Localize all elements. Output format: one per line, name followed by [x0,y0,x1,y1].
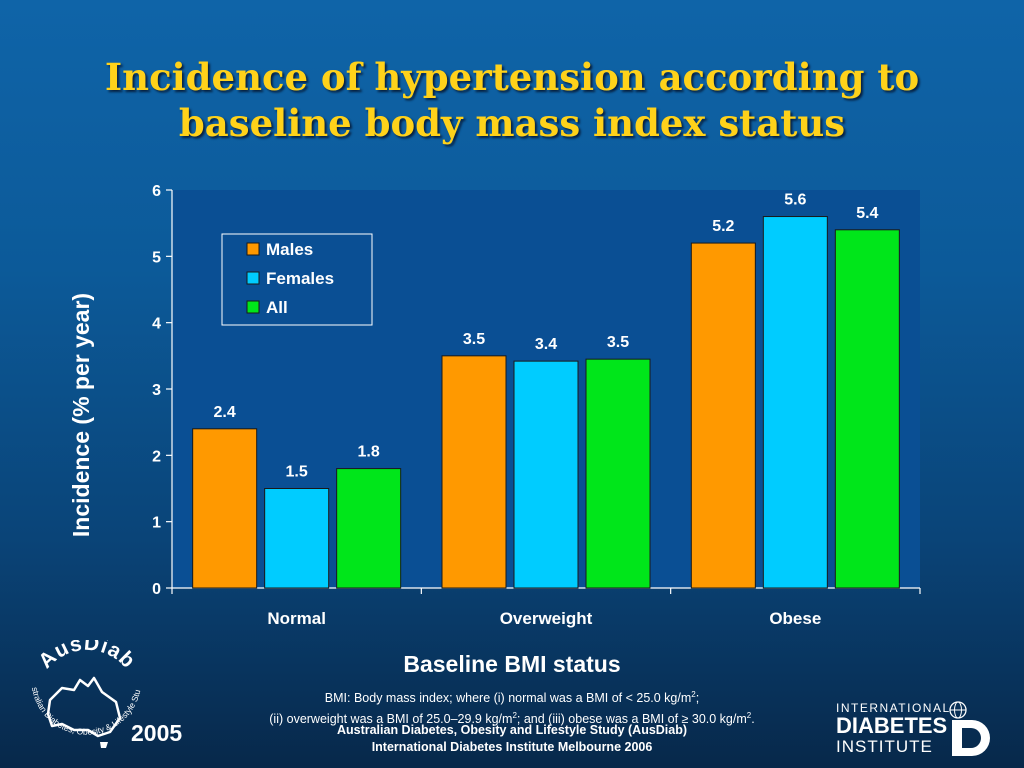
australia-map-icon [46,676,122,738]
tasmania-icon [100,742,108,748]
data-label: 1.8 [358,444,380,461]
idi-line-1: INTERNATIONAL [836,701,951,715]
data-label: 1.5 [286,464,308,481]
svg-text:AusDiab: AusDiab [34,640,140,673]
legend-swatch-all [246,300,260,314]
y-tick-label: 1 [152,515,161,532]
y-tick-label: 0 [152,581,161,598]
globe-icon [949,701,967,719]
data-label: 3.4 [535,336,557,353]
y-tick-label: 2 [152,448,161,465]
y-tick-label: 5 [152,249,161,266]
legend-label-males: Males [266,240,313,259]
ausdiab-year: 2005 [131,720,183,746]
bar-all-normal [336,468,402,589]
footnote-line-1: BMI: Body mass index; where (i) normal w… [324,690,700,706]
legend-swatch-females [246,271,260,285]
bar-all-overweight [585,358,651,589]
idi-logo: INTERNATIONAL DIABETES INSTITUTE [836,701,990,756]
data-label: 3.5 [607,334,629,351]
data-label: 5.4 [856,205,878,222]
bar-females-overweight [513,360,579,589]
category-label: Normal [267,609,326,628]
title-line-1: Incidence of hypertension according to [104,55,920,99]
page-title: Incidence of hypertension according to b… [40,54,984,146]
bar-females-obese [762,216,828,589]
bmi-footnote: BMI: Body mass index; where (i) normal w… [212,686,812,728]
data-label: 2.4 [214,404,236,421]
idi-d-mark-icon [952,720,990,756]
legend-swatch-males [246,242,260,256]
x-axis-label: Baseline BMI status [403,651,621,677]
ausdiab-logo: AusDiab Australian Diabetes, Obesity & L… [22,640,142,748]
legend-label-females: Females [266,269,334,288]
bar-males-obese [690,242,756,589]
data-label: 5.6 [784,192,806,209]
y-tick-label: 4 [152,316,161,333]
bar-males-overweight [441,355,507,589]
y-axis-label: Incidence (% per year) [68,292,94,538]
idi-line-3: INSTITUTE [836,737,933,756]
idi-line-2: DIABETES [836,713,947,738]
title-line-2: baseline body mass index status [178,101,846,145]
bar-all-obese [834,229,900,589]
y-tick-label: 6 [152,183,161,200]
credit-line-1: Australian Diabetes, Obesity and Lifesty… [336,723,688,737]
footnote-line-2: (ii) overweight was a BMI of 25.0–29.9 k… [269,711,755,727]
category-label: Obese [769,609,821,628]
legend-label-all: All [266,298,288,317]
category-label: Overweight [500,609,593,628]
data-label: 5.2 [712,218,734,235]
bar-males-normal [192,428,258,589]
credit-line-2: International Diabetes Institute Melbour… [371,740,653,754]
bar-females-normal [264,488,330,589]
y-tick-label: 3 [152,382,161,399]
ausdiab-name: AusDiab [34,640,139,673]
study-credit: Australian Diabetes, Obesity and Lifesty… [262,722,762,756]
data-label: 3.5 [463,331,485,348]
bar-chart: 0 1 2 3 4 5 6 2.4 1.5 1.8 Normal 3.5 3.4 3.5 Overweigh… [152,183,920,628]
